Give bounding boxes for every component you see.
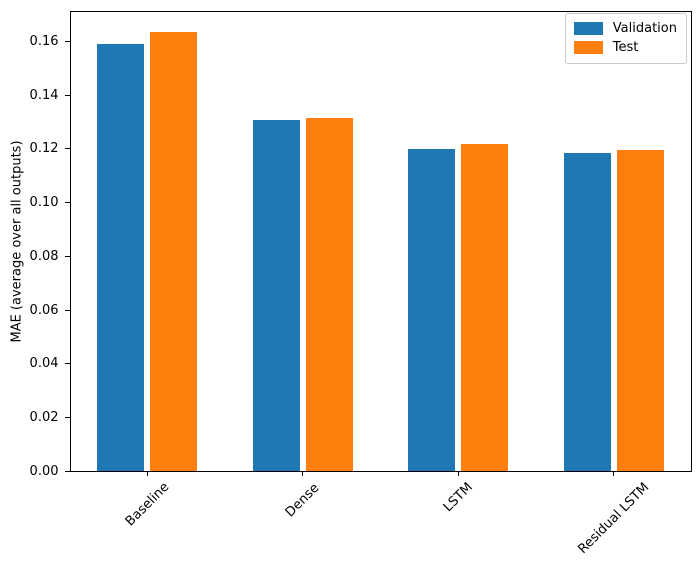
x-tick-label: Residual LSTM: [575, 480, 653, 558]
y-tick-mark: [65, 471, 70, 472]
legend-item-test: Test: [573, 38, 677, 57]
legend-label-validation: Validation: [612, 21, 677, 36]
y-tick-mark: [65, 255, 70, 257]
bar-test-dense: [305, 118, 353, 471]
bar-test-baseline: [150, 31, 197, 471]
bar-validation-dense: [252, 119, 300, 471]
validation-color-swatch: [573, 22, 603, 35]
bar-validation-residual-lstm: [563, 153, 611, 471]
y-tick-mark: [65, 40, 70, 42]
legend: Validation Test: [564, 13, 687, 64]
bar-test-lstm: [461, 144, 508, 471]
test-color-swatch: [573, 41, 603, 54]
y-tick-label: 0.00: [29, 464, 59, 479]
y-tick-label: 0.04: [29, 356, 59, 372]
y-tick-label: 0.12: [29, 141, 59, 157]
bar-validation-lstm: [408, 148, 456, 471]
y-tick-label: 0.10: [29, 195, 59, 211]
y-tick-label: 0.06: [29, 302, 59, 318]
y-tick-mark: [65, 202, 70, 204]
x-tick-mark: [302, 471, 304, 476]
y-tick-mark: [65, 417, 70, 419]
y-tick-label: 0.14: [29, 87, 59, 103]
x-tick-label: Baseline: [122, 480, 173, 530]
x-tick-mark: [613, 471, 615, 476]
y-tick-mark: [65, 363, 70, 365]
y-tick-label: 0.02: [29, 410, 59, 426]
x-tick-mark: [146, 471, 148, 476]
legend-label-test: Test: [612, 40, 639, 55]
plot-area: [69, 11, 692, 472]
bar-validation-baseline: [97, 44, 145, 471]
y-tick-label: 0.16: [29, 33, 59, 49]
y-tick-mark: [65, 309, 70, 311]
x-tick-mark: [457, 471, 459, 476]
y-tick-mark: [65, 94, 70, 96]
legend-item-validation: Validation: [573, 19, 677, 38]
y-tick-mark: [65, 148, 70, 150]
bar-test-residual-lstm: [616, 150, 664, 471]
x-tick-label: LSTM: [440, 480, 476, 516]
x-tick-label: Dense: [282, 480, 323, 520]
y-tick-label: 0.08: [29, 248, 59, 264]
